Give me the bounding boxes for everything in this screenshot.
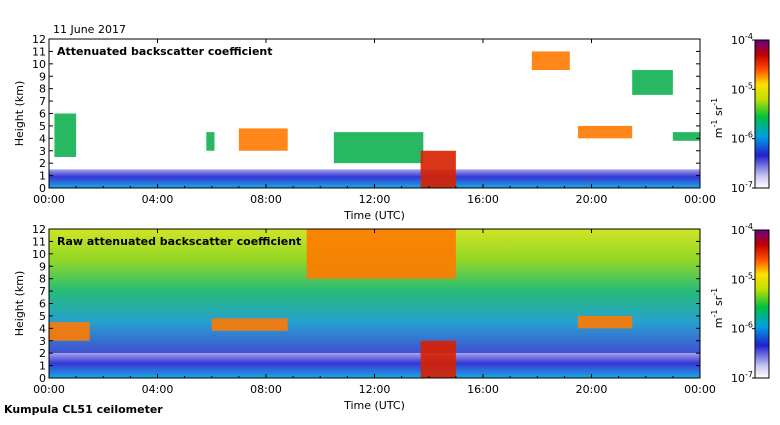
y-tick-label: 8 bbox=[39, 273, 46, 286]
y-tick-label: 0 bbox=[39, 372, 46, 385]
date-label: 11 June 2017 bbox=[53, 23, 126, 36]
y-tick-label: 10 bbox=[32, 248, 46, 261]
x-axis-label: Time (UTC) bbox=[343, 209, 405, 222]
y-tick-label: 6 bbox=[39, 108, 46, 121]
layer-cloud bbox=[238, 128, 288, 151]
colorbar-tick-label: 10-4 bbox=[731, 32, 753, 47]
y-axis-label: Height (km) bbox=[13, 81, 26, 147]
colorbar-tick-exponent: -7 bbox=[745, 180, 753, 189]
layer-cloud bbox=[577, 125, 633, 139]
layer-cloud bbox=[577, 315, 633, 329]
x-tick-label: 08:00 bbox=[250, 383, 282, 396]
unit-exp: -1 bbox=[710, 310, 719, 318]
x-tick-label: 00:00 bbox=[684, 383, 716, 396]
y-tick-label: 7 bbox=[39, 95, 46, 108]
y-tick-label: 9 bbox=[39, 260, 46, 273]
footer-label: Kumpula CL51 ceilometer bbox=[4, 403, 163, 416]
layer-cloud bbox=[672, 132, 700, 141]
y-tick-label: 1 bbox=[39, 170, 46, 183]
colorbar-tick-exponent: -5 bbox=[745, 81, 753, 90]
x-tick-label: 00:00 bbox=[33, 383, 65, 396]
colorbar-tick-exponent: -5 bbox=[745, 271, 753, 280]
x-tick-label: 12:00 bbox=[359, 193, 391, 206]
x-tick-label: 00:00 bbox=[33, 193, 65, 206]
x-axis-label: Time (UTC) bbox=[343, 399, 405, 412]
layer-cloud bbox=[333, 132, 424, 164]
colorbar-unit-label: m-1 sr-1 bbox=[710, 98, 725, 138]
colorbar-tick-label: 10-5 bbox=[731, 271, 753, 286]
y-tick-label: 12 bbox=[32, 33, 46, 46]
unit-exp: -1 bbox=[710, 288, 719, 296]
x-tick-label: 16:00 bbox=[467, 193, 499, 206]
unit-m: m bbox=[712, 318, 725, 329]
x-tick-label: 12:00 bbox=[359, 383, 391, 396]
y-tick-label: 4 bbox=[39, 322, 46, 335]
y-tick-label: 8 bbox=[39, 83, 46, 96]
panel-title: Raw attenuated backscatter coefficient bbox=[57, 235, 301, 248]
colorbar-unit-label: m-1 sr-1 bbox=[710, 288, 725, 328]
unit-m: m bbox=[712, 128, 725, 139]
y-tick-label: 11 bbox=[32, 45, 46, 58]
layer-cloud bbox=[49, 322, 90, 341]
y-tick-label: 2 bbox=[39, 157, 46, 170]
y-tick-label: 5 bbox=[39, 310, 46, 323]
y-tick-label: 7 bbox=[39, 285, 46, 298]
y-tick-label: 3 bbox=[39, 335, 46, 348]
y-axis-label: Height (km) bbox=[13, 271, 26, 337]
y-tick-label: 12 bbox=[32, 223, 46, 236]
layer-cloud bbox=[206, 132, 215, 151]
layer-cloud bbox=[632, 70, 673, 95]
colorbar-tick-exponent: -4 bbox=[745, 222, 753, 231]
x-tick-label: 20:00 bbox=[576, 193, 608, 206]
layer-cloud bbox=[54, 113, 77, 157]
layer-precipitation bbox=[420, 340, 456, 378]
y-tick-label: 6 bbox=[39, 298, 46, 311]
y-tick-label: 1 bbox=[39, 360, 46, 373]
y-tick-label: 5 bbox=[39, 120, 46, 133]
layer-cloud bbox=[306, 229, 456, 279]
panel-attenuated-backscatter: 00:00 04:00 08:00 12:00 16:00 20:00 00:0001234… bbox=[13, 32, 770, 222]
colorbar-tick-label: 10-4 bbox=[731, 222, 753, 237]
x-tick-label: 08:00 bbox=[250, 193, 282, 206]
y-tick-label: 10 bbox=[32, 58, 46, 71]
y-tick-label: 9 bbox=[39, 70, 46, 83]
y-tick-label: 11 bbox=[32, 235, 46, 248]
colorbar-tick-exponent: -6 bbox=[745, 131, 753, 140]
colorbar-tick-exponent: -7 bbox=[745, 370, 753, 379]
plot-area bbox=[49, 39, 700, 188]
colorbar-tick-exponent: -6 bbox=[745, 321, 753, 330]
x-tick-label: 00:00 bbox=[684, 193, 716, 206]
x-tick-label: 04:00 bbox=[142, 383, 174, 396]
layer-cloud bbox=[211, 318, 288, 331]
colorbar-tick-label: 10-6 bbox=[731, 321, 753, 336]
unit-exp: -1 bbox=[710, 98, 719, 106]
x-tick-label: 20:00 bbox=[576, 383, 608, 396]
panel-raw-attenuated-backscatter: 00:00 04:00 08:00 12:00 16:00 20:00 00:0001234… bbox=[13, 222, 770, 412]
panel-title: Attenuated backscatter coefficient bbox=[57, 45, 273, 58]
y-tick-label: 4 bbox=[39, 132, 46, 145]
layer-boundary-layer bbox=[49, 353, 700, 378]
colorbar-tick-label: 10-7 bbox=[731, 180, 753, 195]
y-tick-label: 0 bbox=[39, 182, 46, 195]
unit-sr: sr bbox=[712, 295, 725, 309]
colorbar-tick-label: 10-7 bbox=[731, 370, 753, 385]
layer-cloud bbox=[531, 51, 570, 71]
y-tick-label: 3 bbox=[39, 145, 46, 158]
layer-boundary-layer bbox=[49, 169, 700, 188]
x-tick-label: 04:00 bbox=[142, 193, 174, 206]
colorbar bbox=[754, 229, 770, 379]
colorbar-tick-label: 10-6 bbox=[731, 131, 753, 146]
colorbar bbox=[754, 39, 770, 189]
colorbar-tick-exponent: -4 bbox=[745, 32, 753, 41]
unit-exp: -1 bbox=[710, 120, 719, 128]
unit-sr: sr bbox=[712, 105, 725, 119]
layer-precipitation bbox=[420, 150, 456, 188]
y-tick-label: 2 bbox=[39, 347, 46, 360]
x-tick-label: 16:00 bbox=[467, 383, 499, 396]
colorbar-tick-label: 10-5 bbox=[731, 81, 753, 96]
